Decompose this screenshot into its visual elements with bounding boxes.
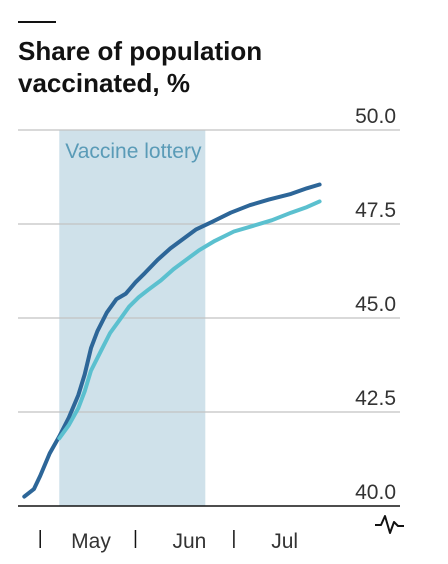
- y-tick-label: 45.0: [355, 293, 396, 316]
- y-tick-label: 42.5: [355, 387, 396, 410]
- vaccine-lottery-label: Vaccine lottery: [65, 140, 202, 163]
- y-tick-label: 50.0: [355, 105, 396, 128]
- axis-break-icon: [375, 515, 404, 534]
- y-tick-label: 40.0: [355, 481, 396, 504]
- x-tick-label: May: [71, 530, 111, 553]
- chart-title-line-1: Share of population: [18, 36, 262, 66]
- x-tick-label: Jun: [173, 530, 207, 553]
- series-line-2: [57, 199, 322, 441]
- chart-title-line-2: vaccinated, %: [18, 68, 190, 98]
- y-tick-label: 47.5: [355, 199, 396, 222]
- x-tick-label: Jul: [271, 530, 298, 553]
